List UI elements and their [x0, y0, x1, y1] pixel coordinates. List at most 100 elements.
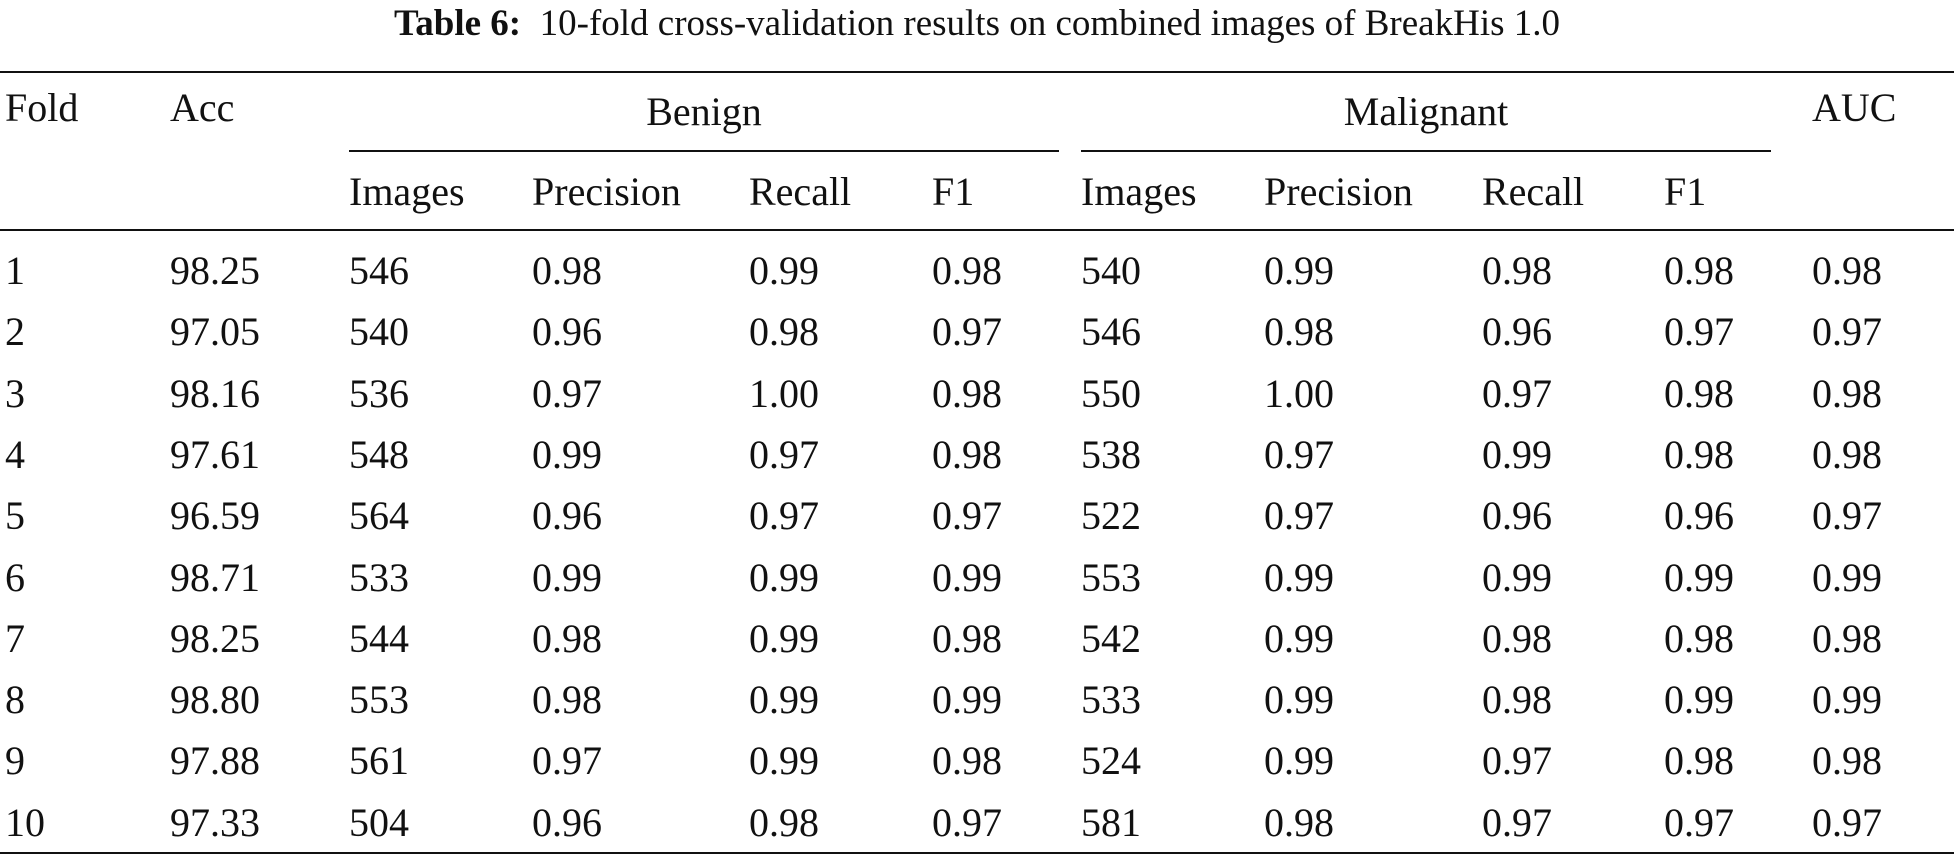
benign-group-rule: [349, 150, 1059, 152]
cell-acc: 97.61: [170, 432, 260, 477]
cell-malignant-f1: 0.99: [1664, 555, 1734, 600]
cell-benign-f1: 0.97: [932, 800, 1002, 845]
cell-malignant-precision: 0.99: [1264, 555, 1334, 600]
cell-benign-f1: 0.97: [932, 493, 1002, 538]
cell-auc: 0.97: [1812, 493, 1882, 538]
cell-benign-recall: 0.98: [749, 800, 819, 845]
cell-malignant-images: 542: [1081, 616, 1141, 661]
cell-benign-recall: 0.97: [749, 493, 819, 538]
table-caption: Table 6: 10-fold cross-validation result…: [0, 0, 1954, 48]
header-benign-images: Images: [349, 169, 465, 214]
cell-benign-precision: 0.96: [532, 309, 602, 354]
cell-auc: 0.97: [1812, 800, 1882, 845]
cell-malignant-images: 538: [1081, 432, 1141, 477]
cell-acc: 98.71: [170, 555, 260, 600]
cell-benign-f1: 0.98: [932, 616, 1002, 661]
cell-benign-f1: 0.98: [932, 248, 1002, 293]
cell-acc: 98.25: [170, 616, 260, 661]
cell-benign-precision: 0.99: [532, 432, 602, 477]
cell-benign-recall: 0.97: [749, 432, 819, 477]
cell-malignant-precision: 0.98: [1264, 309, 1334, 354]
cell-acc: 98.16: [170, 371, 260, 416]
cell-malignant-precision: 0.99: [1264, 677, 1334, 722]
cell-malignant-images: 581: [1081, 800, 1141, 845]
cell-malignant-recall: 0.98: [1482, 616, 1552, 661]
cell-benign-precision: 0.99: [532, 555, 602, 600]
header-benign-group: Benign: [646, 89, 762, 134]
cell-acc: 97.88: [170, 738, 260, 783]
cell-malignant-recall: 0.99: [1482, 555, 1552, 600]
cell-benign-precision: 0.96: [532, 493, 602, 538]
cell-fold: 6: [5, 555, 25, 600]
cell-malignant-images: 546: [1081, 309, 1141, 354]
cell-auc: 0.98: [1812, 616, 1882, 661]
header-acc: Acc: [170, 85, 235, 130]
cell-acc: 98.25: [170, 248, 260, 293]
table-bottom-rule: [0, 852, 1954, 854]
cell-malignant-precision: 0.99: [1264, 738, 1334, 783]
cell-benign-recall: 1.00: [749, 371, 819, 416]
cell-auc: 0.98: [1812, 248, 1882, 293]
cell-malignant-images: 524: [1081, 738, 1141, 783]
header-malignant-group: Malignant: [1343, 89, 1509, 134]
cell-fold: 7: [5, 616, 25, 661]
cell-auc: 0.98: [1812, 432, 1882, 477]
malignant-group-rule: [1081, 150, 1771, 152]
cell-malignant-precision: 0.97: [1264, 432, 1334, 477]
cell-auc: 0.99: [1812, 677, 1882, 722]
cell-acc: 97.05: [170, 309, 260, 354]
cell-fold: 2: [5, 309, 25, 354]
cell-malignant-images: 522: [1081, 493, 1141, 538]
cell-benign-f1: 0.99: [932, 555, 1002, 600]
cell-benign-images: 544: [349, 616, 409, 661]
cell-benign-precision: 0.97: [532, 738, 602, 783]
cell-benign-recall: 0.99: [749, 248, 819, 293]
header-auc: AUC: [1812, 85, 1897, 130]
cell-malignant-f1: 0.98: [1664, 432, 1734, 477]
header-benign-precision: Precision: [532, 169, 681, 214]
header-fold: Fold: [5, 85, 79, 130]
cell-benign-recall: 0.99: [749, 738, 819, 783]
cell-benign-images: 540: [349, 309, 409, 354]
cell-benign-precision: 0.97: [532, 371, 602, 416]
cell-benign-images: 504: [349, 800, 409, 845]
cell-malignant-recall: 0.99: [1482, 432, 1552, 477]
cell-benign-precision: 0.96: [532, 800, 602, 845]
cell-fold: 9: [5, 738, 25, 783]
cell-benign-recall: 0.99: [749, 555, 819, 600]
cell-malignant-recall: 0.97: [1482, 738, 1552, 783]
cell-malignant-f1: 0.96: [1664, 493, 1734, 538]
cell-acc: 98.80: [170, 677, 260, 722]
cell-malignant-recall: 0.98: [1482, 248, 1552, 293]
cell-malignant-recall: 0.97: [1482, 371, 1552, 416]
header-benign-recall: Recall: [749, 169, 852, 214]
cell-malignant-f1: 0.97: [1664, 309, 1734, 354]
cell-malignant-images: 550: [1081, 371, 1141, 416]
cell-benign-images: 536: [349, 371, 409, 416]
cell-fold: 3: [5, 371, 25, 416]
cell-malignant-images: 533: [1081, 677, 1141, 722]
table-caption-text: 10-fold cross-validation results on comb…: [539, 3, 1560, 44]
cell-auc: 0.98: [1812, 371, 1882, 416]
cell-benign-images: 564: [349, 493, 409, 538]
cell-fold: 1: [5, 248, 25, 293]
cell-benign-images: 553: [349, 677, 409, 722]
cell-malignant-precision: 1.00: [1264, 371, 1334, 416]
cell-malignant-f1: 0.98: [1664, 248, 1734, 293]
cell-auc: 0.99: [1812, 555, 1882, 600]
cell-malignant-precision: 0.98: [1264, 800, 1334, 845]
header-malignant-f1: F1: [1664, 169, 1707, 214]
cell-benign-f1: 0.99: [932, 677, 1002, 722]
cell-benign-images: 533: [349, 555, 409, 600]
cell-acc: 97.33: [170, 800, 260, 845]
cell-malignant-precision: 0.99: [1264, 248, 1334, 293]
cell-fold: 8: [5, 677, 25, 722]
header-benign-f1: F1: [932, 169, 975, 214]
cell-malignant-recall: 0.96: [1482, 493, 1552, 538]
header-malignant-recall: Recall: [1482, 169, 1585, 214]
cell-acc: 96.59: [170, 493, 260, 538]
cell-malignant-images: 553: [1081, 555, 1141, 600]
cell-malignant-f1: 0.98: [1664, 738, 1734, 783]
cell-benign-recall: 0.98: [749, 309, 819, 354]
cell-malignant-recall: 0.96: [1482, 309, 1552, 354]
